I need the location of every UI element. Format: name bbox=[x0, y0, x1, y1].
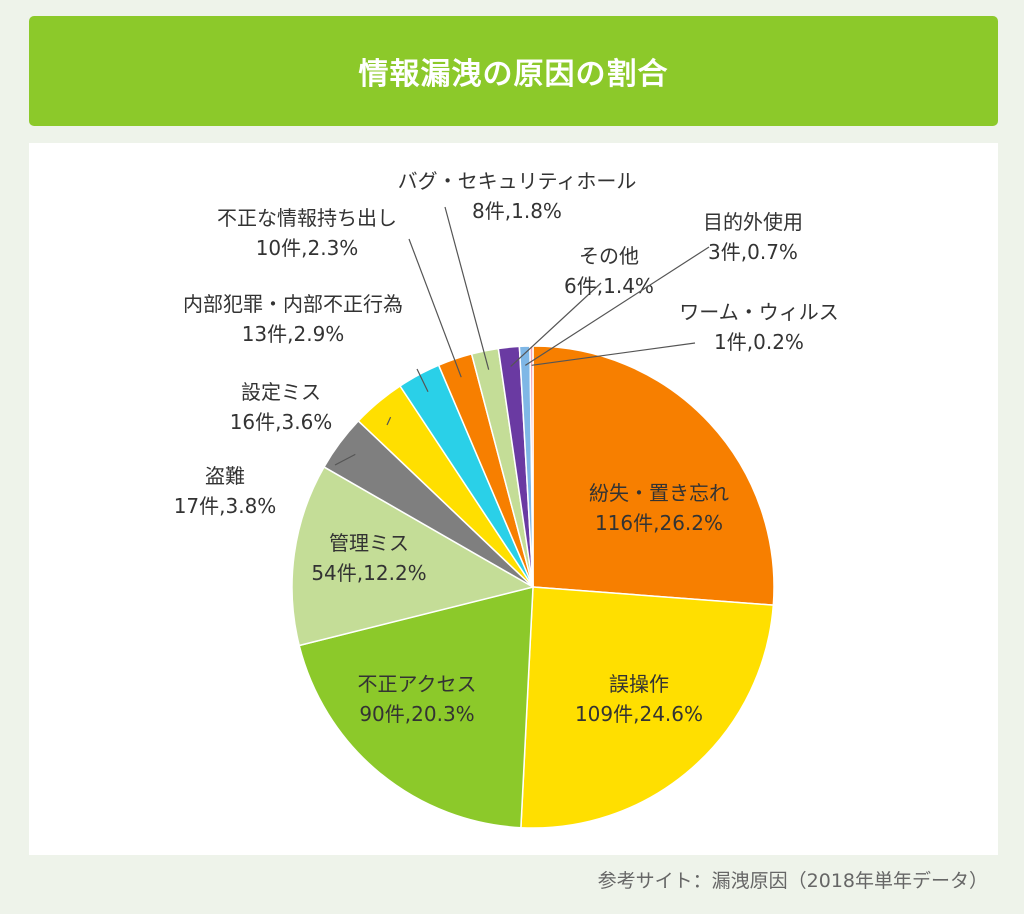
pie-chart: 紛失・置き忘れ 116件,26.2% 誤操作 109件,24.6% 不正アクセス 90件,… bbox=[174, 169, 839, 829]
pie-slice bbox=[520, 586, 775, 829]
slice-label: 不正な情報持ち出し bbox=[217, 206, 397, 230]
slice-label: 誤操作 bbox=[609, 672, 669, 696]
leader-line bbox=[408, 238, 462, 378]
slice-label: 盗難 bbox=[205, 464, 245, 488]
pie-slice bbox=[291, 465, 535, 647]
slice-value-label: 13件,2.9% bbox=[242, 322, 345, 346]
slice-label: その他 bbox=[579, 244, 639, 268]
slice-label: 目的外使用 bbox=[703, 210, 803, 234]
leader-line bbox=[444, 206, 490, 370]
slice-value-label: 8件,1.8% bbox=[472, 199, 562, 223]
slice-value-label: 1件,0.2% bbox=[714, 330, 804, 354]
pie-slice bbox=[532, 345, 775, 606]
pie-slice bbox=[298, 586, 534, 829]
leader-line bbox=[334, 453, 356, 466]
slice-label: 管理ミス bbox=[329, 531, 409, 555]
slice-value-label: 6件,1.4% bbox=[564, 274, 654, 298]
slice-label: 紛失・置き忘れ bbox=[589, 481, 729, 505]
source-note: 参考サイト：漏洩原因（2018年単年データ） bbox=[597, 870, 988, 892]
chart-title: 情報漏洩の原因の割合 bbox=[358, 57, 669, 92]
slice-value-label: 54件,12.2% bbox=[311, 561, 426, 585]
chart-title-bar: 情報漏洩の原因の割合 bbox=[29, 16, 998, 126]
leader-line bbox=[386, 416, 392, 426]
slice-value-label: 17件,3.8% bbox=[174, 494, 277, 518]
slice-value-label: 90件,20.3% bbox=[359, 702, 474, 726]
slice-label: 設定ミス bbox=[241, 380, 321, 404]
slice-label: 不正アクセス bbox=[358, 672, 477, 696]
chart-panel: 紛失・置き忘れ 116件,26.2% 誤操作 109件,24.6% 不正アクセス 90件,… bbox=[29, 143, 998, 855]
leader-line bbox=[510, 282, 602, 367]
slice-value-label: 116件,26.2% bbox=[595, 511, 723, 535]
slice-value-label: 3件,0.7% bbox=[708, 240, 798, 264]
leader-line bbox=[524, 246, 710, 366]
slice-value-label: 109件,24.6% bbox=[575, 702, 703, 726]
slice-label: 内部犯罪・内部不正行為 bbox=[183, 292, 403, 316]
slice-label: ワーム・ウィルス bbox=[679, 300, 838, 324]
leader-line bbox=[416, 368, 429, 392]
leader-line bbox=[531, 342, 696, 366]
slice-value-label: 16件,3.6% bbox=[230, 410, 333, 434]
slice-value-label: 10件,2.3% bbox=[256, 236, 359, 260]
slice-label: バグ・セキュリティホール bbox=[398, 169, 637, 193]
